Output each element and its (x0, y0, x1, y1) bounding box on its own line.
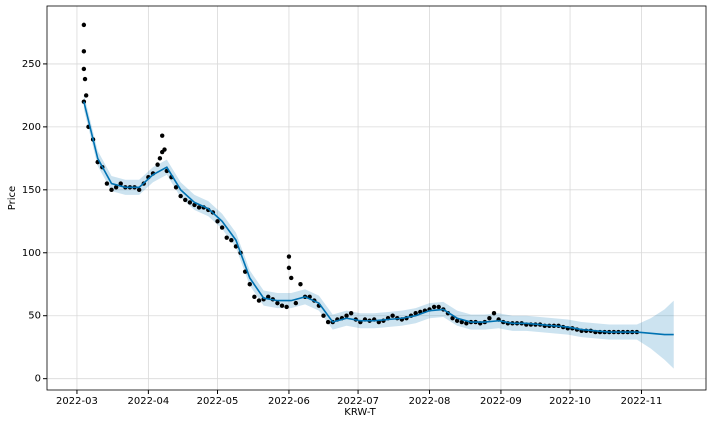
observed-point (284, 304, 289, 310)
observed-point (459, 319, 464, 325)
observed-point (286, 265, 292, 271)
observed-point (81, 22, 87, 28)
x-tick-label: 2022-06 (268, 396, 310, 407)
observed-point (252, 294, 257, 300)
plot-frame (46, 5, 707, 391)
observed-point (136, 187, 142, 193)
observed-point (81, 66, 87, 72)
observed-point (81, 49, 87, 54)
y-tick-label: 100 (22, 248, 41, 259)
uncertainty-band (83, 94, 674, 369)
y-tick-label: 150 (22, 185, 41, 196)
observed-point (229, 237, 234, 243)
observed-point (155, 162, 160, 167)
observed-point (224, 235, 229, 240)
observed-point (82, 76, 88, 82)
observed-point (390, 313, 395, 318)
observed-point (325, 319, 331, 325)
y-tick-label: 200 (22, 122, 41, 133)
forecast-line (83, 101, 674, 336)
x-axis-label: KRW-T (344, 407, 376, 418)
x-tick-label: 2022-03 (56, 396, 98, 407)
observed-point (173, 185, 179, 190)
observed-point (454, 318, 460, 323)
x-tick-label: 2022-07 (337, 396, 379, 407)
observed-point (178, 193, 183, 199)
observed-point (464, 321, 469, 326)
y-axis-label: Price (7, 186, 18, 210)
observed-point (289, 275, 294, 281)
x-tick-label: 2022-04 (127, 396, 169, 407)
observed-point (247, 282, 252, 287)
observed-point (348, 311, 354, 316)
x-tick-label: 2022-08 (409, 396, 451, 407)
observed-point (344, 313, 349, 318)
observed-point (83, 93, 89, 98)
observed-point (104, 181, 110, 186)
observed-point (196, 205, 202, 210)
observed-point (109, 187, 114, 193)
observed-point (413, 311, 418, 316)
x-tick-label: 2022-09 (480, 396, 522, 407)
y-tick-label: 0 (35, 374, 41, 385)
observed-point (183, 197, 188, 203)
observed-point (321, 313, 326, 318)
observed-point (215, 219, 220, 224)
observed-point (157, 156, 163, 161)
observed-point (118, 181, 123, 186)
observed-point (431, 304, 437, 310)
observed-point (450, 316, 455, 321)
observed-point (162, 147, 167, 152)
x-tick-label: 2022-11 (621, 396, 663, 407)
observed-point (187, 200, 193, 205)
observed-point (275, 300, 280, 306)
observed-point (293, 300, 299, 306)
observed-point (487, 316, 492, 321)
y-tick-label: 250 (22, 59, 41, 70)
observed-point (286, 254, 292, 259)
x-tick-label: 2022-10 (549, 396, 591, 407)
observed-point (298, 282, 303, 287)
observed-point (436, 304, 441, 310)
observed-point (160, 133, 165, 138)
x-tick-label: 2022-05 (197, 396, 239, 407)
observed-point (219, 225, 225, 230)
observed-point (113, 185, 119, 190)
observed-point (491, 311, 497, 316)
y-tick-label: 50 (28, 311, 41, 322)
observed-point (279, 303, 285, 308)
observed-point (192, 202, 197, 208)
observed-point (256, 298, 262, 303)
